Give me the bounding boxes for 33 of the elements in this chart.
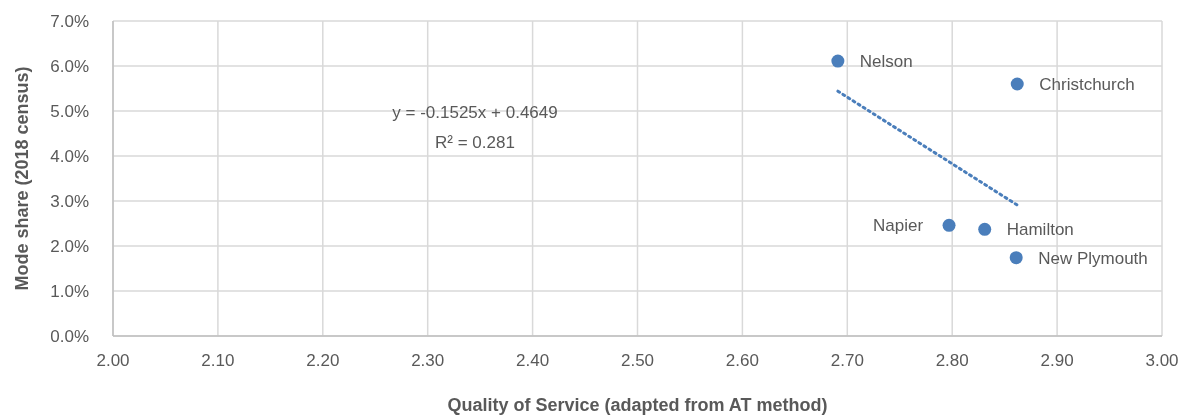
- x-tick-label: 2.10: [201, 351, 235, 370]
- point: [942, 218, 956, 232]
- y-tick-label: 5.0%: [50, 102, 89, 121]
- point: [831, 54, 845, 68]
- series-label: Christchurch: [1039, 75, 1135, 94]
- series-label: Napier: [873, 216, 924, 236]
- x-tick-label: 2.50: [620, 351, 655, 370]
- x-tick-label: 2.40: [516, 351, 550, 370]
- y-tick-label: 4.0%: [50, 147, 89, 166]
- point: [978, 222, 992, 236]
- series-label: Hamilton: [1006, 220, 1074, 240]
- x-tick-label: 3.00: [1145, 351, 1179, 370]
- y-axis-title: Mode share (2018 census): [12, 66, 32, 291]
- y-tick-label: 7.0%: [50, 12, 89, 31]
- annotation: R² = 0.281: [435, 133, 515, 152]
- series-label: Nelson: [859, 52, 913, 72]
- y-tick-label: 2.0%: [50, 237, 89, 256]
- x-tick-label: 2.60: [725, 351, 759, 370]
- y-tick-label: 1.0%: [50, 282, 89, 301]
- x-tick-label: 2.90: [1040, 351, 1074, 370]
- annotation: y = -0.1525x + 0.4649: [392, 103, 558, 122]
- y-tick-label: 6.0%: [50, 57, 89, 76]
- x-axis-title: Quality of Service (adapted from AT method): [447, 395, 828, 415]
- point: [1010, 77, 1024, 91]
- series-label: New Plymouth: [1038, 248, 1148, 268]
- x-tick-label: 2.80: [935, 351, 969, 370]
- point: [1009, 251, 1023, 265]
- y-tick-label: 0.0%: [50, 327, 89, 346]
- y-tick-label: 3.0%: [50, 192, 89, 211]
- x-tick-label: 2.70: [830, 351, 864, 370]
- x-tick-label: 2.20: [306, 351, 340, 370]
- x-tick-label: 2.30: [411, 351, 445, 370]
- x-tick-label: 2.00: [96, 351, 130, 370]
